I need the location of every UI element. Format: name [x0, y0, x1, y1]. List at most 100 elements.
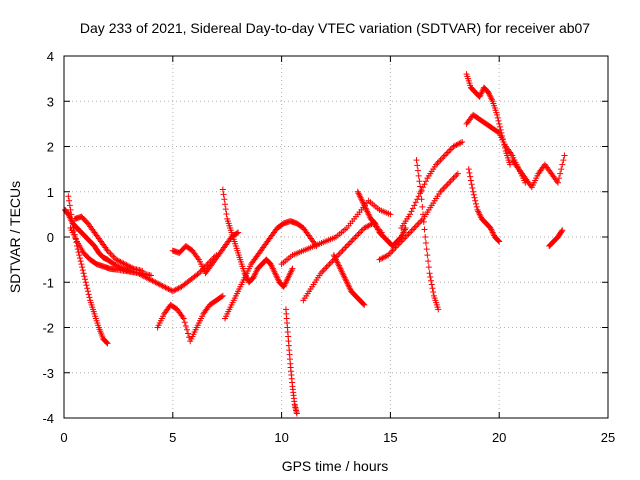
data-point	[496, 120, 503, 127]
data-point	[418, 196, 425, 203]
data-point	[103, 339, 110, 346]
data-point	[494, 111, 501, 118]
data-point	[235, 229, 242, 236]
x-tick-label: 25	[601, 430, 615, 445]
data-point	[289, 265, 296, 272]
data-point	[430, 289, 437, 296]
data-point	[82, 279, 89, 286]
y-tick-label: -4	[42, 411, 54, 426]
data-point	[559, 227, 566, 234]
data-point	[76, 255, 83, 262]
data-point	[361, 301, 368, 308]
axis-ticks: 0 5 10 15 20 25 -4 -3 -2 -1 0 1 2 3 4	[42, 49, 615, 445]
data-point	[79, 267, 86, 274]
x-tick-label: 0	[60, 430, 67, 445]
data-point	[415, 172, 422, 179]
series-arc-c	[67, 224, 155, 279]
series-arc-j	[278, 197, 394, 268]
data-point	[85, 291, 92, 298]
data-point	[219, 186, 226, 193]
data-point	[557, 170, 564, 177]
series-arc-o	[398, 138, 466, 231]
data-point	[472, 200, 479, 207]
data-point	[417, 188, 424, 195]
x-tick-label: 10	[274, 430, 288, 445]
data-point	[84, 285, 91, 292]
series-arc-s	[465, 166, 503, 245]
data-point	[422, 234, 429, 240]
data-point	[66, 197, 73, 204]
chart-title: Day 233 of 2021, Sidereal Day-to-day VTE…	[80, 20, 590, 36]
series-arc-m	[354, 188, 409, 250]
data-point	[65, 193, 72, 200]
data-point	[80, 270, 87, 277]
data-point	[221, 196, 228, 203]
data-point	[70, 224, 77, 231]
data-point	[416, 178, 423, 185]
data-point	[465, 166, 472, 173]
data-point	[428, 277, 435, 284]
data-point	[469, 184, 476, 191]
data-point	[129, 264, 136, 271]
data-point	[558, 228, 565, 235]
data-point	[420, 211, 427, 218]
data-point	[82, 276, 89, 283]
data-point	[473, 203, 480, 210]
series-arc-q	[463, 71, 514, 168]
series-arc-i	[282, 306, 300, 417]
data-point	[417, 183, 424, 190]
x-axis-label: GPS time / hours	[282, 458, 389, 474]
data-point	[222, 201, 229, 208]
data-point	[81, 273, 88, 280]
data-point	[360, 301, 367, 308]
data-point	[76, 252, 83, 259]
data-point	[421, 181, 428, 188]
data-point	[428, 281, 435, 288]
y-tick-label: 4	[47, 49, 54, 64]
data-point	[182, 322, 189, 329]
data-point	[222, 206, 229, 213]
data-point	[387, 211, 394, 218]
data-point	[139, 267, 146, 274]
data-point	[406, 211, 413, 218]
data-point	[194, 271, 201, 278]
data-point	[413, 157, 420, 164]
data-point	[429, 285, 436, 292]
data-point	[414, 162, 421, 169]
y-tick-label: 0	[47, 230, 54, 245]
data-point	[466, 169, 473, 176]
data-point	[185, 330, 192, 337]
data-point	[420, 184, 427, 191]
data-point	[415, 193, 422, 200]
data-point	[507, 161, 514, 168]
data-point	[470, 191, 477, 198]
data-point	[425, 258, 432, 265]
data-point	[411, 202, 418, 209]
data-point	[422, 240, 429, 247]
data-point	[220, 191, 227, 198]
y-tick-label: -3	[42, 366, 54, 381]
data-point	[233, 230, 240, 237]
data-point	[75, 249, 82, 256]
data-point	[293, 410, 300, 417]
data-point	[495, 237, 502, 244]
series-arc-p	[413, 157, 442, 313]
data-point	[219, 292, 226, 299]
series-arc-d	[71, 213, 146, 274]
data-point	[561, 152, 568, 159]
data-point	[421, 226, 428, 233]
data-point	[414, 167, 421, 174]
data-point	[67, 206, 74, 213]
series-arc-t	[509, 152, 568, 191]
data-point	[457, 139, 464, 146]
data-point	[427, 273, 434, 280]
data-point	[554, 179, 561, 186]
data-point	[556, 175, 563, 182]
data-point	[66, 202, 73, 209]
data-point	[472, 197, 479, 204]
data-point	[408, 208, 415, 215]
data-point	[86, 294, 93, 301]
data-point	[496, 123, 503, 130]
